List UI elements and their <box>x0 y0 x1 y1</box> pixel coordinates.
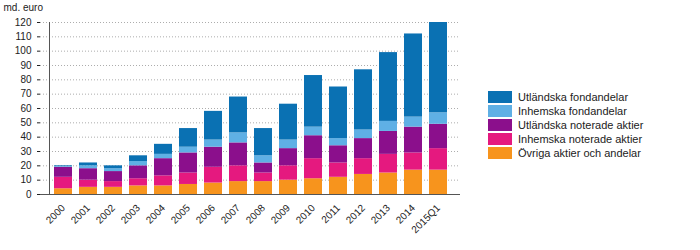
svg-text:60: 60 <box>20 103 32 114</box>
svg-text:2015Q1: 2015Q1 <box>409 202 442 235</box>
html-text:Inhemska noterade aktier: Inhemska noterade aktier <box>518 133 643 145</box>
svg-text:2000: 2000 <box>44 202 68 226</box>
svg-text:20: 20 <box>20 160 32 171</box>
svg-text:70: 70 <box>20 88 32 99</box>
svg-text:2011: 2011 <box>319 202 342 225</box>
svg-text:40: 40 <box>20 131 32 142</box>
svg-text:2014: 2014 <box>393 202 418 226</box>
svg-text:2006: 2006 <box>194 202 218 226</box>
svg-text:100: 100 <box>15 45 32 56</box>
svg-text:2004: 2004 <box>144 202 168 226</box>
svg-text:2001: 2001 <box>69 202 93 226</box>
svg-text:10: 10 <box>20 174 32 185</box>
html-text:Inhemska fondandelar: Inhemska fondandelar <box>518 105 627 117</box>
svg-text:120: 120 <box>15 17 32 28</box>
svg-text:2008: 2008 <box>244 202 268 226</box>
svg-text:2002: 2002 <box>94 202 118 226</box>
html-text:Övriga aktier och andelar: Övriga aktier och andelar <box>518 147 641 159</box>
svg-text:90: 90 <box>20 60 32 71</box>
svg-text:2013: 2013 <box>369 202 393 226</box>
svg-text:2009: 2009 <box>269 202 293 226</box>
svg-text:50: 50 <box>20 117 32 128</box>
svg-text:80: 80 <box>20 74 32 85</box>
svg-text:0: 0 <box>26 189 32 200</box>
svg-text:2012: 2012 <box>344 202 368 226</box>
svg-text:110: 110 <box>16 31 32 42</box>
svg-text:2005: 2005 <box>169 202 193 226</box>
svg-text:md. euro: md. euro <box>4 2 44 13</box>
svg-text:2010: 2010 <box>294 202 318 226</box>
svg-text:30: 30 <box>20 146 32 157</box>
svg-text:2007: 2007 <box>219 202 243 226</box>
html-text:Utländska fondandelar: Utländska fondandelar <box>518 91 629 103</box>
html-text:Utländska noterade aktier: Utländska noterade aktier <box>518 119 644 131</box>
svg-text:2003: 2003 <box>119 202 143 226</box>
